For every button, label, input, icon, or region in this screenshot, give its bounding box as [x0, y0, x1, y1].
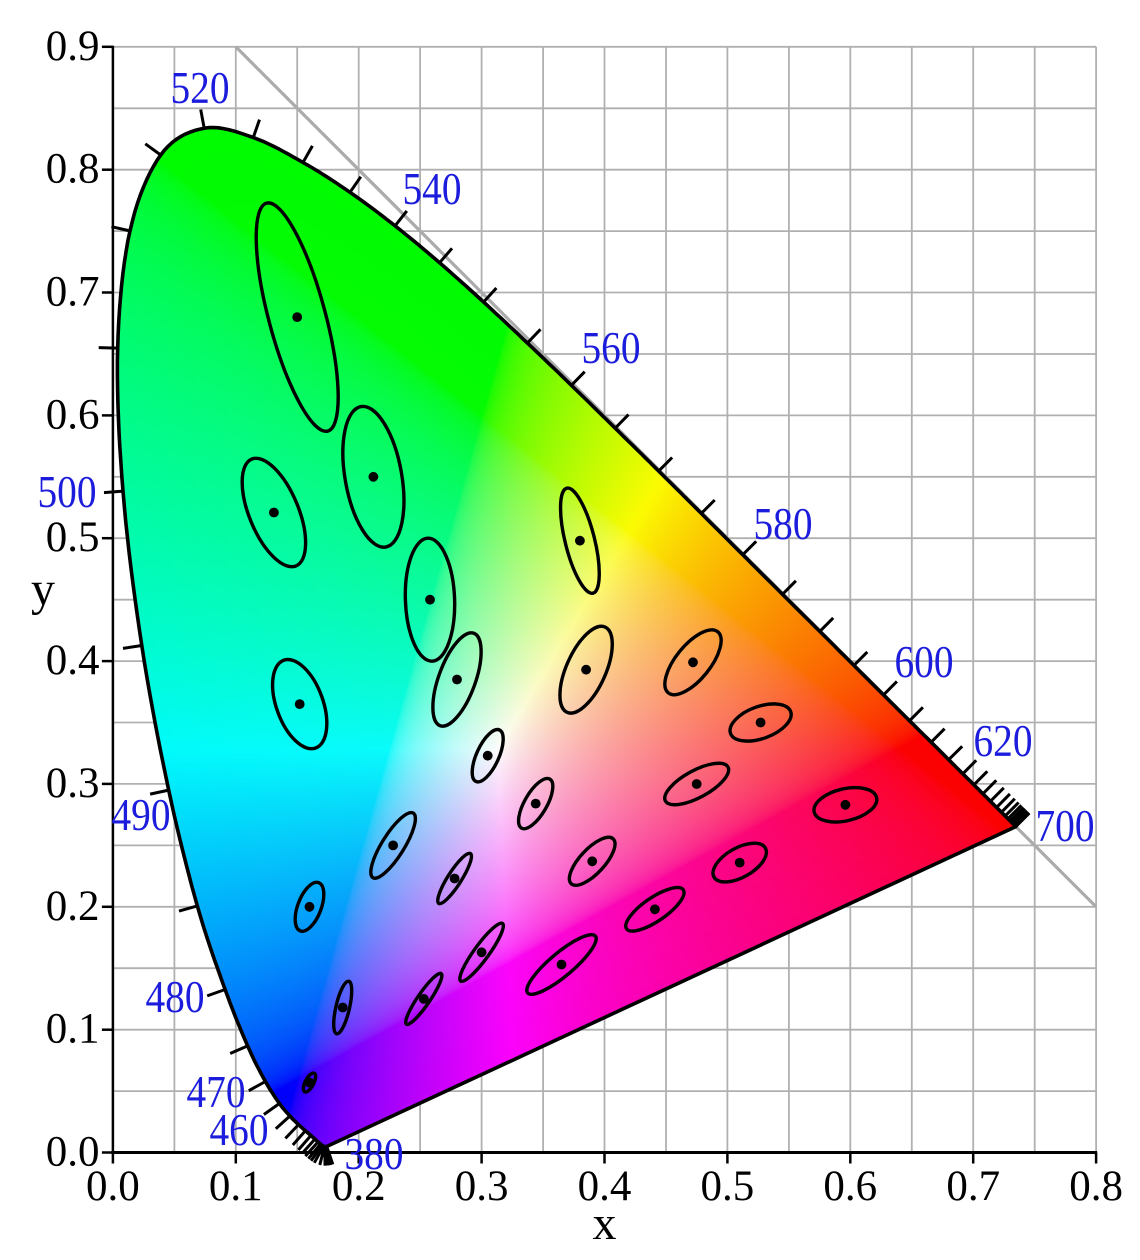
svg-text:x: x — [593, 1197, 617, 1250]
svg-text:0.2: 0.2 — [332, 1163, 386, 1210]
svg-text:0.9: 0.9 — [46, 23, 100, 70]
svg-text:380: 380 — [345, 1129, 404, 1179]
svg-text:0.7: 0.7 — [946, 1163, 1000, 1210]
svg-text:0.7: 0.7 — [46, 269, 100, 316]
svg-text:560: 560 — [582, 323, 641, 373]
svg-text:0.3: 0.3 — [46, 760, 100, 807]
svg-text:0.5: 0.5 — [46, 514, 100, 561]
svg-text:620: 620 — [974, 716, 1033, 766]
svg-text:490: 490 — [112, 790, 171, 840]
svg-text:0.1: 0.1 — [46, 1006, 100, 1053]
svg-text:580: 580 — [754, 499, 813, 549]
svg-text:700: 700 — [1036, 801, 1095, 851]
svg-text:500: 500 — [38, 467, 97, 517]
svg-text:0.0: 0.0 — [46, 1129, 100, 1176]
svg-text:470: 470 — [187, 1067, 246, 1117]
svg-text:540: 540 — [403, 164, 462, 214]
svg-text:520: 520 — [171, 63, 230, 113]
svg-text:480: 480 — [146, 972, 205, 1022]
svg-text:0.8: 0.8 — [46, 146, 100, 193]
svg-text:0.6: 0.6 — [46, 391, 100, 438]
svg-text:0.4: 0.4 — [46, 637, 100, 684]
svg-text:0.0: 0.0 — [86, 1163, 140, 1210]
svg-text:y: y — [31, 563, 55, 616]
svg-text:0.1: 0.1 — [209, 1163, 263, 1210]
svg-text:0.2: 0.2 — [46, 883, 100, 930]
svg-text:0.4: 0.4 — [578, 1163, 632, 1210]
svg-text:600: 600 — [895, 637, 954, 687]
svg-text:0.5: 0.5 — [701, 1163, 755, 1210]
svg-text:460: 460 — [210, 1105, 269, 1155]
svg-text:0.8: 0.8 — [1069, 1163, 1123, 1210]
svg-text:0.6: 0.6 — [823, 1163, 877, 1210]
svg-text:0.3: 0.3 — [455, 1163, 509, 1210]
